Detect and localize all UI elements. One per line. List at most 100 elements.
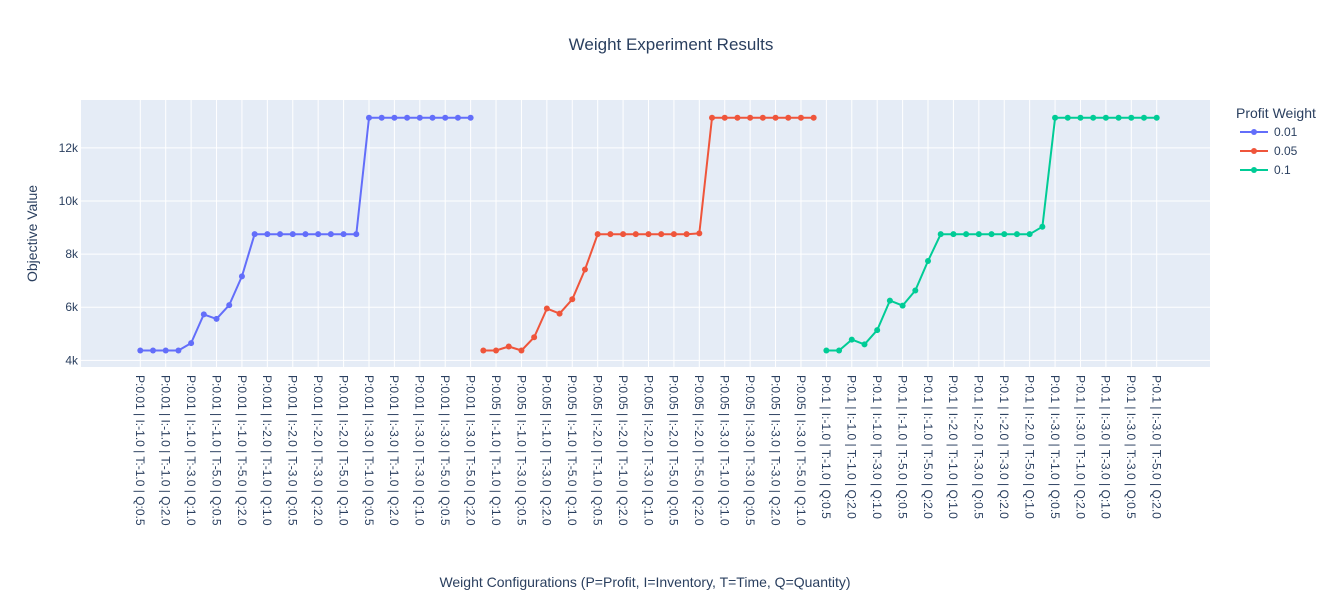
data-point bbox=[632, 231, 639, 238]
data-point bbox=[175, 347, 182, 354]
data-point bbox=[797, 114, 804, 121]
data-point bbox=[365, 114, 372, 121]
x-tick-label: P:0.01 | I:-3.0 | T:-1.0 | Q:0.5 bbox=[362, 375, 376, 526]
data-point bbox=[505, 343, 512, 350]
x-tick-label: P:0.05 | I:-2.0 | T:-5.0 | Q:0.5 bbox=[667, 375, 681, 526]
x-tick-label: P:0.1 | I:-1.0 | T:-3.0 | Q:1.0 bbox=[870, 375, 884, 519]
legend-label: 0.01 bbox=[1274, 125, 1298, 139]
x-tick-label: P:0.1 | I:-3.0 | T:-1.0 | Q:0.5 bbox=[1048, 375, 1062, 519]
data-point bbox=[1115, 114, 1122, 121]
x-tick-label: P:0.01 | I:-1.0 | T:-3.0 | Q:1.0 bbox=[184, 375, 198, 526]
x-tick-label: P:0.05 | I:-3.0 | T:-3.0 | Q:0.5 bbox=[743, 375, 757, 526]
data-point bbox=[1001, 231, 1008, 238]
x-tick-label: P:0.05 | I:-1.0 | T:-3.0 | Q:0.5 bbox=[514, 375, 528, 526]
x-tick-label: P:0.1 | I:-1.0 | T:-5.0 | Q:2.0 bbox=[921, 375, 935, 519]
data-point bbox=[264, 231, 271, 238]
x-tick-label: P:0.01 | I:-2.0 | T:-1.0 | Q:1.0 bbox=[260, 375, 274, 526]
data-point bbox=[327, 231, 334, 238]
data-point bbox=[747, 114, 754, 121]
data-point bbox=[1153, 114, 1160, 121]
y-tick-label: 4k bbox=[65, 353, 79, 367]
data-point bbox=[925, 257, 932, 264]
data-point bbox=[150, 347, 157, 354]
x-tick-label: P:0.1 | I:-1.0 | T:-1.0 | Q:0.5 bbox=[819, 375, 833, 519]
chart-title: Weight Experiment Results bbox=[569, 35, 774, 54]
data-point bbox=[226, 302, 233, 309]
data-point bbox=[836, 347, 843, 354]
x-tick-label: P:0.05 | I:-3.0 | T:-1.0 | Q:1.0 bbox=[718, 375, 732, 526]
data-point bbox=[683, 231, 690, 238]
x-tick-label: P:0.1 | I:-2.0 | T:-3.0 | Q:2.0 bbox=[997, 375, 1011, 519]
x-tick-label: P:0.1 | I:-2.0 | T:-5.0 | Q:1.0 bbox=[1022, 375, 1036, 519]
x-tick-label: P:0.1 | I:-1.0 | T:-1.0 | Q:2.0 bbox=[845, 375, 859, 519]
legend: Profit Weight 0.01 0.05 0.1 bbox=[1236, 105, 1316, 177]
data-point bbox=[353, 231, 360, 238]
data-point bbox=[416, 114, 423, 121]
x-tick-label: P:0.1 | I:-3.0 | T:-3.0 | Q:0.5 bbox=[1124, 375, 1138, 519]
x-tick-label: P:0.01 | I:-3.0 | T:-5.0 | Q:2.0 bbox=[463, 375, 477, 526]
data-point bbox=[810, 114, 817, 121]
data-point bbox=[874, 327, 881, 334]
data-point bbox=[543, 305, 550, 312]
data-point bbox=[569, 296, 576, 303]
data-point bbox=[467, 114, 474, 121]
data-point bbox=[213, 315, 220, 322]
data-point bbox=[302, 231, 309, 238]
data-point bbox=[721, 114, 728, 121]
legend-swatch-marker bbox=[1251, 129, 1257, 135]
data-point bbox=[378, 114, 385, 121]
series-0.05 bbox=[480, 114, 817, 354]
x-tick-label: P:0.05 | I:-2.0 | T:-1.0 | Q:2.0 bbox=[616, 375, 630, 526]
legend-swatch-marker bbox=[1251, 148, 1257, 154]
x-tick-label: P:0.01 | I:-3.0 | T:-5.0 | Q:0.5 bbox=[438, 375, 452, 526]
data-point bbox=[581, 266, 588, 273]
x-tick-label: P:0.01 | I:-1.0 | T:-1.0 | Q:2.0 bbox=[159, 375, 173, 526]
data-point bbox=[975, 231, 982, 238]
x-tick-label: P:0.05 | I:-3.0 | T:-5.0 | Q:1.0 bbox=[794, 375, 808, 526]
x-tick-label: P:0.05 | I:-2.0 | T:-3.0 | Q:1.0 bbox=[641, 375, 655, 526]
data-point bbox=[1026, 231, 1033, 238]
legend-label: 0.05 bbox=[1274, 144, 1298, 158]
x-tick-label: P:0.1 | I:-1.0 | T:-5.0 | Q:0.5 bbox=[895, 375, 909, 519]
data-point bbox=[1013, 231, 1020, 238]
legend-item: 0.1 bbox=[1240, 163, 1291, 177]
x-tick-label: P:0.05 | I:-2.0 | T:-1.0 | Q:0.5 bbox=[590, 375, 604, 526]
x-tick-label: P:0.05 | I:-3.0 | T:-3.0 | Q:2.0 bbox=[768, 375, 782, 526]
data-point bbox=[912, 287, 919, 294]
data-point bbox=[315, 231, 322, 238]
x-tick-label: P:0.01 | I:-3.0 | T:-3.0 | Q:1.0 bbox=[413, 375, 427, 526]
grid-lines bbox=[81, 100, 1210, 367]
legend-item: 0.01 bbox=[1240, 125, 1298, 139]
data-point bbox=[1090, 114, 1097, 121]
data-point bbox=[277, 231, 284, 238]
data-point bbox=[950, 231, 957, 238]
data-point bbox=[759, 114, 766, 121]
data-point bbox=[620, 231, 627, 238]
y-tick-labels: 4k 6k 8k 10k 12k bbox=[59, 141, 79, 368]
data-point bbox=[988, 231, 995, 238]
data-point bbox=[607, 231, 614, 238]
legend-title: Profit Weight bbox=[1236, 105, 1316, 121]
legend-swatch-marker bbox=[1251, 167, 1257, 173]
data-point bbox=[1102, 114, 1109, 121]
x-tick-label: P:0.1 | I:-2.0 | T:-3.0 | Q:0.5 bbox=[972, 375, 986, 519]
series-group bbox=[137, 114, 1160, 354]
x-tick-label: P:0.1 | I:-2.0 | T:-1.0 | Q:1.0 bbox=[946, 375, 960, 519]
y-axis-title: Objective Value bbox=[24, 185, 40, 282]
data-point bbox=[404, 114, 411, 121]
data-point bbox=[200, 311, 207, 318]
data-point bbox=[1064, 114, 1071, 121]
data-point bbox=[1128, 114, 1135, 121]
data-point bbox=[963, 231, 970, 238]
x-tick-label: P:0.1 | I:-3.0 | T:-5.0 | Q:2.0 bbox=[1150, 375, 1164, 519]
data-point bbox=[785, 114, 792, 121]
x-tick-labels: P:0.01 | I:-1.0 | T:-1.0 | Q:0.5 P:0.01 |… bbox=[133, 375, 1163, 526]
x-tick-label: P:0.01 | I:-2.0 | T:-5.0 | Q:1.0 bbox=[336, 375, 350, 526]
x-tick-label: P:0.01 | I:-3.0 | T:-1.0 | Q:2.0 bbox=[387, 375, 401, 526]
y-tick-label: 10k bbox=[59, 194, 79, 208]
data-point bbox=[340, 231, 347, 238]
x-tick-label: P:0.05 | I:-1.0 | T:-5.0 | Q:1.0 bbox=[565, 375, 579, 526]
data-point bbox=[861, 341, 868, 348]
x-tick-label: P:0.01 | I:-1.0 | T:-1.0 | Q:0.5 bbox=[133, 375, 147, 526]
